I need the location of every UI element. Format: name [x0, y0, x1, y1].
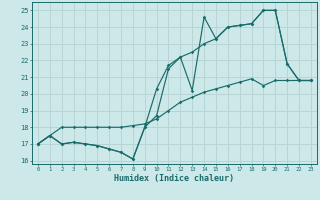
X-axis label: Humidex (Indice chaleur): Humidex (Indice chaleur): [115, 174, 234, 183]
